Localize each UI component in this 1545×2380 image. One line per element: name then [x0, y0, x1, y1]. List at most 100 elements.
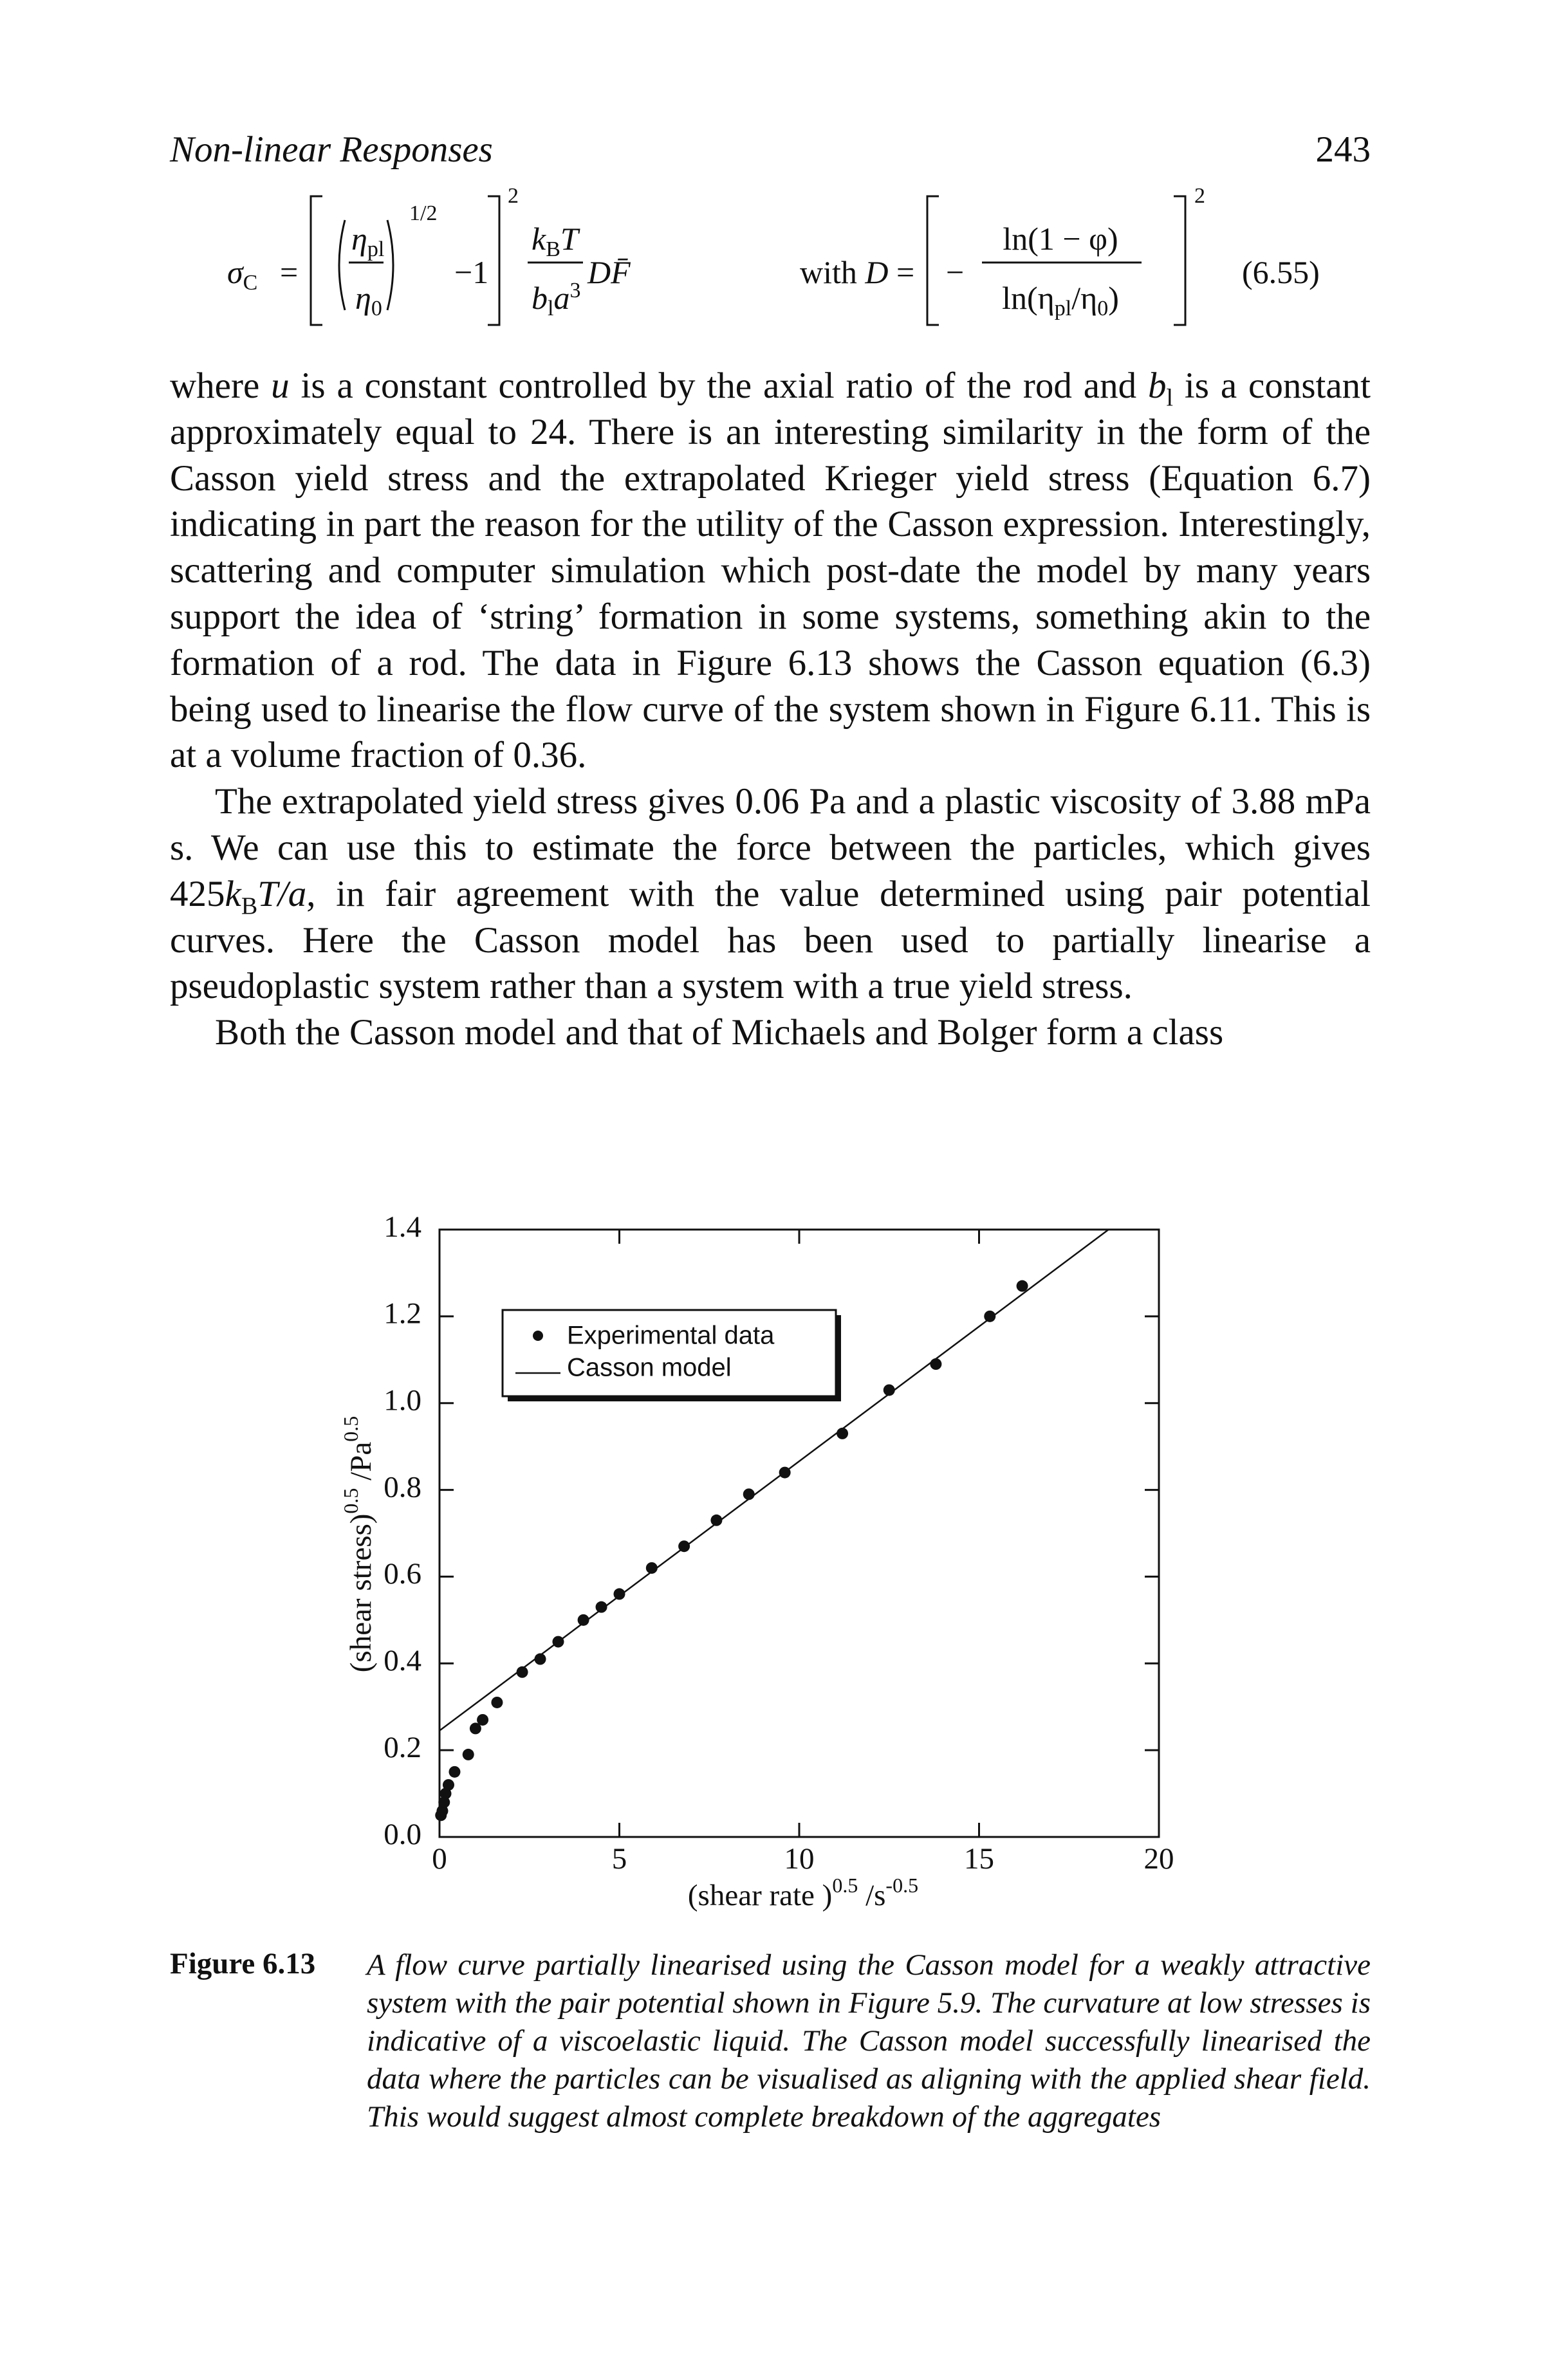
symbol: u — [271, 365, 290, 406]
paren — [338, 219, 346, 311]
eq-text: bla3 — [532, 279, 580, 320]
data-point — [595, 1601, 607, 1613]
data-point — [883, 1384, 895, 1396]
eq-sub: C — [243, 271, 258, 295]
eq-text: with D = — [800, 254, 914, 290]
equation: σC = ηpl η0 1/2 −1 2 kBT bla3 DF̄ with D… — [227, 184, 1320, 326]
data-point — [613, 1588, 625, 1600]
data-point — [984, 1310, 996, 1322]
data-point — [491, 1696, 503, 1708]
eq-equals: = — [896, 254, 914, 290]
data-point — [645, 1562, 658, 1574]
y-tick-label: 1.2 — [384, 1297, 421, 1331]
eq-sub: pl — [367, 237, 384, 261]
eq-text: − — [946, 254, 964, 290]
paragraph: Both the Casson model and that of Michae… — [170, 1010, 1371, 1056]
eq-sub: l — [548, 297, 553, 320]
data-point — [462, 1748, 474, 1760]
x-tick-label: 15 — [964, 1842, 994, 1876]
data-point — [710, 1514, 723, 1526]
eq-symbol: σ — [227, 254, 245, 290]
caption-label: Figure 6.13 — [170, 1947, 316, 1980]
eq-sub: 0 — [1097, 297, 1108, 320]
eq-symbol: D — [864, 254, 888, 290]
legend-label: Experimental data — [567, 1322, 775, 1350]
eq-number: (6.55) — [1242, 254, 1320, 290]
eq-sub: B — [546, 237, 560, 261]
data-point — [438, 1796, 450, 1809]
text: Both the Casson model and that of Michae… — [215, 1012, 1224, 1053]
x-axis-label: (shear rate )0.5 /s-0.5 — [688, 1874, 918, 1912]
label-text: /s — [858, 1879, 885, 1912]
body-text: where u is a constant controlled by the … — [170, 363, 1371, 1056]
eq-text: kBT — [532, 221, 580, 261]
running-header: Non-linear Responses 243 — [170, 129, 1371, 171]
label-text: (shear stress) — [344, 1514, 378, 1673]
y-tick-label: 0.0 — [384, 1818, 421, 1851]
data-point — [436, 1805, 449, 1817]
text: The extrapolated yield stress gives 0.06… — [170, 781, 1371, 914]
paragraph: The extrapolated yield stress gives 0.06… — [170, 779, 1371, 1010]
eq-sub: 0 — [371, 297, 382, 320]
eq-text: ln(η — [1002, 280, 1055, 316]
subscript: B — [241, 892, 258, 920]
eq-exponent: 3 — [569, 279, 580, 302]
eq-text: ηpl — [351, 221, 384, 261]
x-tick-label: 20 — [1144, 1842, 1174, 1876]
label-text: (shear rate ) — [688, 1879, 832, 1912]
data-point — [930, 1358, 942, 1370]
data-point — [1016, 1280, 1028, 1292]
label-text: /Pa — [344, 1442, 378, 1488]
eq-equals: = — [280, 254, 298, 290]
caption-text: A flow curve partially linearised using … — [367, 1948, 1371, 2134]
data-point — [442, 1779, 454, 1791]
y-tick-label: 0.8 — [384, 1470, 421, 1504]
bracket — [488, 195, 501, 326]
paren — [386, 219, 394, 311]
eq-symbol: T — [560, 221, 580, 257]
label-exponent: 0.5 — [832, 1874, 858, 1897]
eq-exponent: 2 — [1194, 184, 1205, 208]
x-tick-label: 10 — [784, 1842, 815, 1876]
legend-box — [501, 1309, 837, 1398]
eq-text: η0 — [355, 280, 382, 320]
bracket — [1174, 195, 1187, 326]
eq-symbol: b — [532, 280, 548, 316]
page-number: 243 — [1315, 129, 1371, 170]
plot-frame — [438, 1228, 1160, 1838]
running-title: Non-linear Responses — [170, 129, 493, 170]
bracket — [310, 195, 322, 326]
text: is a constant controlled by the axial ra… — [289, 365, 1148, 406]
data-point — [449, 1766, 461, 1778]
text: where — [170, 365, 272, 406]
subscript: l — [1166, 384, 1174, 412]
label-exponent: -0.5 — [885, 1874, 918, 1897]
eq-symbol: η — [351, 221, 367, 257]
eq-text: ln(ηpl/η0) — [1002, 280, 1119, 320]
eq-exponent: 2 — [508, 184, 519, 208]
label-exponent: 0.5 — [339, 1488, 362, 1514]
eq-word: with — [800, 254, 857, 290]
fit-line — [439, 1230, 1109, 1731]
data-point — [477, 1713, 489, 1726]
paragraph: where u is a constant controlled by the … — [170, 363, 1371, 779]
symbol: b — [1147, 365, 1167, 406]
y-tick-label: 0.6 — [384, 1557, 421, 1591]
legend-marker — [533, 1331, 543, 1341]
x-tick-label: 0 — [432, 1842, 447, 1876]
eq-text: ln(1 − φ) — [1003, 221, 1118, 257]
data-point — [534, 1653, 546, 1665]
eq-exponent: 1/2 — [409, 201, 437, 225]
y-tick-label: 0.4 — [384, 1644, 421, 1677]
eq-text: ) — [1108, 280, 1119, 316]
eq-text: −1 — [454, 254, 488, 290]
y-tick-label: 0.2 — [384, 1731, 421, 1764]
legend-label: Casson model — [567, 1354, 732, 1382]
eq-text: σC — [227, 254, 257, 295]
symbol: T/a — [257, 873, 307, 914]
y-tick-label: 1.4 — [384, 1210, 421, 1244]
data-point — [577, 1614, 589, 1626]
eq-text: /η — [1071, 280, 1097, 316]
eq-symbol: k — [532, 221, 546, 257]
